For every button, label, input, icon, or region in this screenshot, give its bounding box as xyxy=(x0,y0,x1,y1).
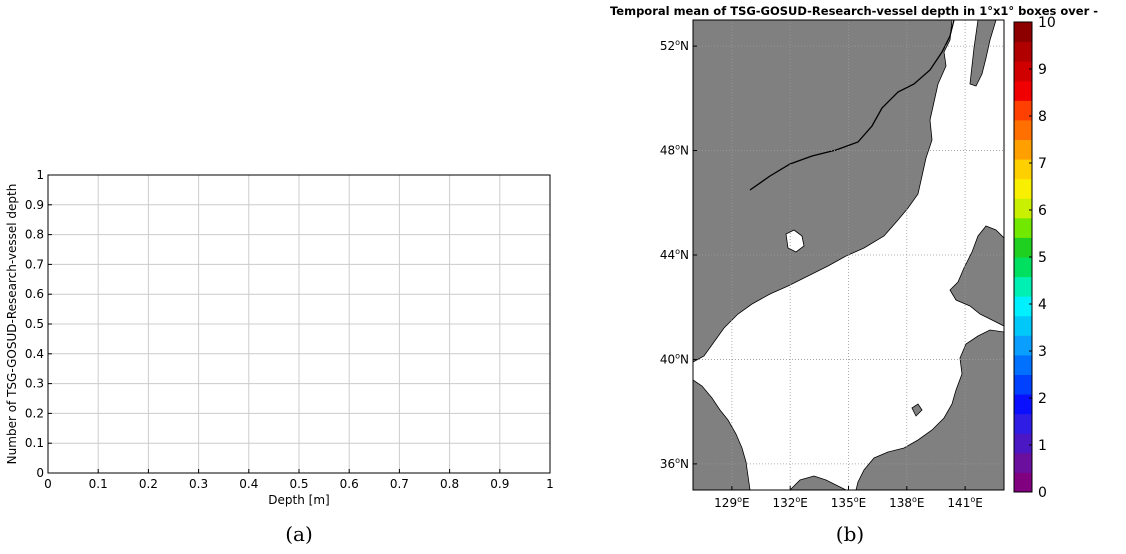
colorbar-segment xyxy=(1014,237,1032,258)
colorbar-segment xyxy=(1014,217,1032,238)
depth-count-chart: 0 0.1 0.2 0.3 0.4 0.5 0.6 0.7 0.8 0.9 1 0 0.1 0.2 0.3… xyxy=(5,168,554,546)
y-tick-label: 0.8 xyxy=(25,228,44,242)
y-tick-label: 0 xyxy=(36,466,44,480)
colorbar-segment xyxy=(1014,472,1032,493)
chart-a-x-axis-label: Depth [m] xyxy=(268,493,329,507)
map-lon-ticks: 129oE 132oE 135oE 138oE 141oE xyxy=(714,486,983,510)
land-masses xyxy=(693,20,1004,490)
colorbar-tick-label: 6 xyxy=(1038,203,1047,219)
x-tick-label: 0.7 xyxy=(390,477,409,491)
land-sado xyxy=(911,403,923,417)
x-tick-label: 0.2 xyxy=(139,477,158,491)
y-tick-label: 0.3 xyxy=(25,377,44,391)
lon-tick-label: 135oE xyxy=(831,495,866,510)
colorbar-tick-label: 8 xyxy=(1038,109,1047,125)
x-tick-label: 0 xyxy=(44,477,52,491)
lat-tick-label: 40oN xyxy=(660,351,689,366)
colorbar-segment xyxy=(1014,315,1032,336)
land-sakhalin xyxy=(969,20,997,87)
caption-b: (b) xyxy=(836,522,864,546)
colorbar-segment xyxy=(1014,452,1032,473)
lon-tick-label: 141oE xyxy=(947,495,982,510)
colorbar-segment xyxy=(1014,178,1032,199)
land-hokkaido xyxy=(949,225,1004,327)
x-tick-label: 0.5 xyxy=(289,477,308,491)
colorbar-tick-label: 2 xyxy=(1038,391,1047,407)
lon-tick-label: 132oE xyxy=(772,495,807,510)
colorbar-ticks: 0 1 2 3 4 5 6 7 8 9 10 xyxy=(1029,15,1056,501)
colorbar-segment xyxy=(1014,394,1032,415)
colorbar-tick-label: 9 xyxy=(1038,62,1047,78)
lat-tick-label: 48oN xyxy=(660,143,689,158)
lat-tick-label: 52oN xyxy=(660,38,689,53)
lat-tick-label: 44oN xyxy=(660,247,689,262)
colorbar-segment xyxy=(1014,257,1032,278)
colorbar-tick-label: 3 xyxy=(1038,344,1047,360)
colorbar-segment xyxy=(1014,22,1032,43)
y-tick-label: 0.1 xyxy=(25,436,44,450)
lon-tick-label: 129oE xyxy=(714,495,749,510)
colorbar-segment xyxy=(1014,335,1032,356)
colorbar-tick-label: 1 xyxy=(1038,438,1047,454)
map-graticule xyxy=(693,20,1004,490)
colorbar-tick-label: 4 xyxy=(1038,297,1047,313)
colorbar-segment xyxy=(1014,354,1032,375)
land-mainland xyxy=(693,20,953,363)
colorbar-segment xyxy=(1014,100,1032,121)
colorbar-tick-label: 7 xyxy=(1038,156,1047,172)
y-tick-label: 0.2 xyxy=(25,406,44,420)
y-tick-label: 0.7 xyxy=(25,257,44,271)
caption-a: (a) xyxy=(285,522,313,546)
x-tick-label: 0.8 xyxy=(440,477,459,491)
chart-a-y-axis-label: Number of TSG-GOSUD-Research-vessel dept… xyxy=(5,184,19,465)
river-amur xyxy=(749,20,955,191)
colorbar-segment xyxy=(1014,433,1032,454)
colorbar-segment xyxy=(1014,198,1032,219)
x-tick-label: 0.6 xyxy=(340,477,359,491)
y-tick-label: 0.9 xyxy=(25,198,44,212)
colorbar-segment xyxy=(1014,119,1032,140)
land-western-japan xyxy=(789,475,847,490)
colorbar xyxy=(1014,22,1032,493)
y-tick-label: 1 xyxy=(36,168,44,182)
colorbar-segment xyxy=(1014,413,1032,434)
map-lat-ticks: 36oN 40oN 44oN 48oN 52oN xyxy=(660,38,697,471)
x-tick-label: 0.9 xyxy=(490,477,509,491)
colorbar-segment xyxy=(1014,139,1032,160)
colorbar-segment xyxy=(1014,296,1032,317)
land-korea xyxy=(693,379,751,490)
colorbar-segment xyxy=(1014,374,1032,395)
lake-khanka xyxy=(785,229,805,253)
x-tick-label: 1 xyxy=(546,477,554,491)
y-tick-label: 0.4 xyxy=(25,347,44,361)
chart-a-x-ticks: 0 0.1 0.2 0.3 0.4 0.5 0.6 0.7 0.8 0.9 1 xyxy=(44,469,554,491)
lon-tick-label: 138oE xyxy=(889,495,924,510)
colorbar-segment xyxy=(1014,80,1032,101)
x-tick-label: 0.4 xyxy=(239,477,258,491)
colorbar-tick-label: 5 xyxy=(1038,250,1047,266)
colorbar-segment xyxy=(1014,61,1032,82)
y-tick-label: 0.5 xyxy=(25,317,44,331)
lat-tick-label: 36oN xyxy=(660,456,689,471)
x-tick-label: 0.3 xyxy=(189,477,208,491)
depth-mean-map: Temporal mean of TSG-GOSUD-Research-vess… xyxy=(610,4,1098,546)
chart-a-y-ticks: 0 0.1 0.2 0.3 0.4 0.5 0.6 0.7 0.8 0.9 1 xyxy=(25,168,52,480)
y-tick-label: 0.6 xyxy=(25,287,44,301)
colorbar-segment xyxy=(1014,159,1032,180)
colorbar-segment xyxy=(1014,41,1032,62)
colorbar-tick-label: 0 xyxy=(1038,485,1047,501)
colorbar-segment xyxy=(1014,276,1032,297)
chart-a-grid xyxy=(47,174,551,474)
map-title: Temporal mean of TSG-GOSUD-Research-vess… xyxy=(610,4,1098,18)
x-tick-label: 0.1 xyxy=(89,477,108,491)
colorbar-tick-label: 10 xyxy=(1038,15,1056,31)
land-honshu xyxy=(855,329,1004,490)
